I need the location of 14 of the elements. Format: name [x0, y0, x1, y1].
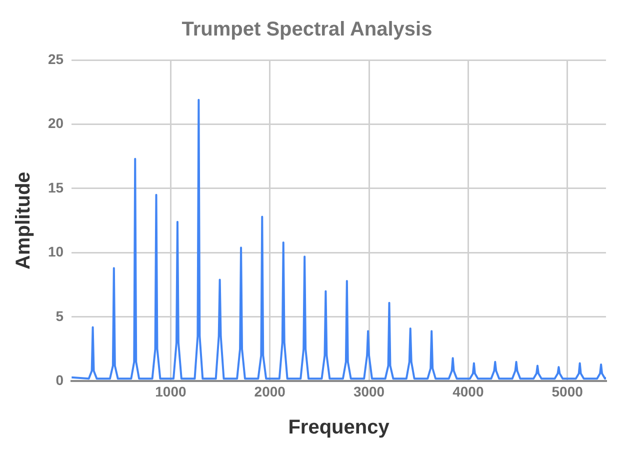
chart-title: Trumpet Spectral Analysis — [182, 18, 432, 41]
x-tick-label: 5000 — [552, 383, 584, 400]
y-tick-label: 25 — [48, 50, 64, 67]
x-tick-label: 4000 — [452, 383, 484, 400]
y-tick-label: 5 — [56, 308, 64, 324]
y-tick-label: 20 — [48, 115, 64, 132]
x-axis-title: Frequency — [288, 416, 390, 439]
y-tick-label: 15 — [48, 179, 64, 196]
y-tick-label: 10 — [48, 244, 64, 260]
y-tick-label: 0 — [56, 372, 64, 388]
y-axis-title: Amplitude — [12, 172, 35, 270]
x-tick-label: 1000 — [155, 383, 187, 400]
x-tick-label: 3000 — [353, 383, 385, 400]
x-tick-label: 2000 — [254, 383, 286, 400]
